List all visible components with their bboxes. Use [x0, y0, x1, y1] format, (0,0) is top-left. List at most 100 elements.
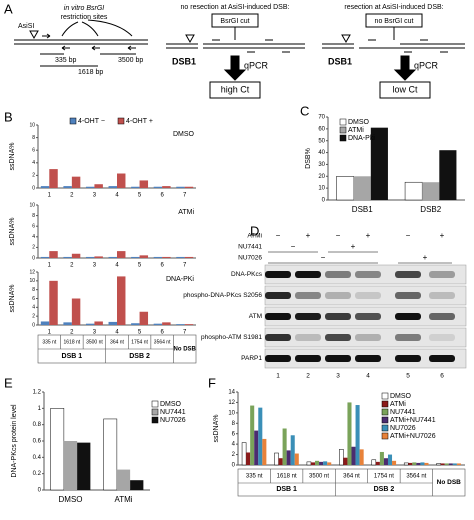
- treatment-sign: −: [276, 231, 281, 240]
- y-tick-label: 4: [32, 160, 35, 166]
- x-tick-label: 2: [70, 330, 74, 336]
- legend-swatch: [381, 416, 389, 424]
- protein-label: ATM: [249, 313, 262, 320]
- y-tick-label: 10: [29, 202, 35, 208]
- bar: [339, 449, 344, 466]
- legend-label: DMSO: [348, 119, 370, 126]
- y-tick-label: 8: [32, 135, 35, 141]
- bar: [49, 251, 58, 258]
- bar: [379, 451, 384, 465]
- treatment-label: NU7441: [238, 244, 262, 251]
- bar: [153, 323, 163, 325]
- bar: [94, 321, 103, 325]
- bar: [176, 256, 185, 258]
- x-tick-label: 7: [183, 193, 187, 199]
- y-tick-label: 14: [228, 390, 235, 396]
- protein-label: phospho-ATM S1981: [201, 334, 262, 341]
- band: [295, 313, 321, 320]
- x-tick-label: 3564 nt: [406, 474, 426, 480]
- y-tick-label: 12: [228, 400, 235, 406]
- x-tick-label: 3: [93, 193, 97, 199]
- segment-label: 1618 nt: [64, 339, 81, 345]
- y-tick-label: 60: [318, 126, 325, 132]
- bar: [387, 454, 393, 465]
- y-tick-label: 50: [318, 138, 325, 144]
- bar: [336, 176, 354, 201]
- legend-label: NU7026: [390, 425, 416, 432]
- bar: [77, 442, 91, 490]
- band: [395, 334, 421, 341]
- y-tick-label: 6: [32, 224, 35, 230]
- bar: [278, 458, 283, 465]
- band: [295, 355, 321, 362]
- bar: [71, 298, 81, 325]
- bar: [85, 256, 95, 258]
- bar: [274, 452, 279, 466]
- y-tick-label: 2: [32, 313, 35, 319]
- x-tick-label: No DSB: [437, 479, 462, 486]
- x-tick-label: 335 nt: [246, 474, 263, 480]
- bar: [162, 256, 171, 258]
- segment-label: 364 nt: [110, 339, 125, 345]
- treatment-sign: +: [423, 253, 428, 262]
- lane-number: 5: [406, 373, 410, 380]
- bar: [422, 182, 440, 200]
- x-tick-label: 7: [183, 263, 187, 269]
- band: [355, 271, 381, 278]
- y-tick-label: 0: [322, 198, 326, 204]
- bar: [315, 460, 320, 465]
- bar: [40, 186, 50, 188]
- x-tick-label: 5: [138, 193, 142, 199]
- y-tick-label: 0.6: [33, 439, 42, 445]
- bar: [359, 449, 364, 465]
- y-tick-label: 0.2: [33, 471, 42, 477]
- chart-title: ATMi: [178, 209, 194, 216]
- bar: [456, 463, 461, 465]
- bar: [353, 176, 371, 200]
- primers: [368, 39, 448, 53]
- bar: [139, 255, 149, 258]
- bar: [153, 186, 163, 188]
- x-tick-label: 2: [70, 193, 74, 199]
- y-tick-label: 1.2: [33, 390, 42, 396]
- y-tick-label: 6: [232, 431, 236, 437]
- lane-number: 3: [336, 373, 340, 380]
- bar: [436, 463, 441, 466]
- bar: [383, 458, 388, 465]
- bar: [131, 256, 140, 258]
- band: [355, 355, 381, 362]
- bar: [131, 186, 140, 188]
- y-tick-label: 12: [29, 269, 35, 275]
- legend-label: 4-OHT +: [126, 118, 153, 125]
- band: [295, 271, 321, 278]
- x-tick-label: 7: [183, 330, 187, 336]
- treatment-label: ATMi: [247, 233, 262, 240]
- group-label: DSB 1: [62, 353, 83, 360]
- bar: [310, 462, 316, 465]
- x-tick-label: 1618 nt: [277, 474, 297, 480]
- band: [265, 292, 291, 299]
- x-tick-label: 4: [115, 193, 119, 199]
- cut-label: no BsrGI cut: [375, 18, 414, 25]
- x-tick-label: 6: [160, 193, 164, 199]
- bar: [116, 469, 131, 490]
- x-tick-label: DSB2: [420, 205, 441, 214]
- bar: [452, 463, 457, 465]
- x-tick-label: 1754 nt: [374, 474, 394, 480]
- method: qPCR: [414, 60, 439, 70]
- band: [395, 271, 421, 278]
- bar: [153, 256, 163, 258]
- legend-swatch: [151, 416, 159, 424]
- legend-swatch: [339, 134, 347, 142]
- site-marker: [29, 30, 39, 40]
- bar: [424, 462, 429, 465]
- bar: [412, 462, 417, 465]
- result: low Ct: [392, 84, 418, 94]
- band: [355, 334, 381, 341]
- bar: [94, 256, 103, 258]
- y-tick-label: 2: [32, 173, 35, 179]
- legend-swatch: [339, 126, 347, 134]
- y-tick-label: 4: [232, 442, 236, 448]
- legend-label: DMSO: [160, 401, 182, 408]
- y-axis-label: ssDNA%: [9, 217, 16, 245]
